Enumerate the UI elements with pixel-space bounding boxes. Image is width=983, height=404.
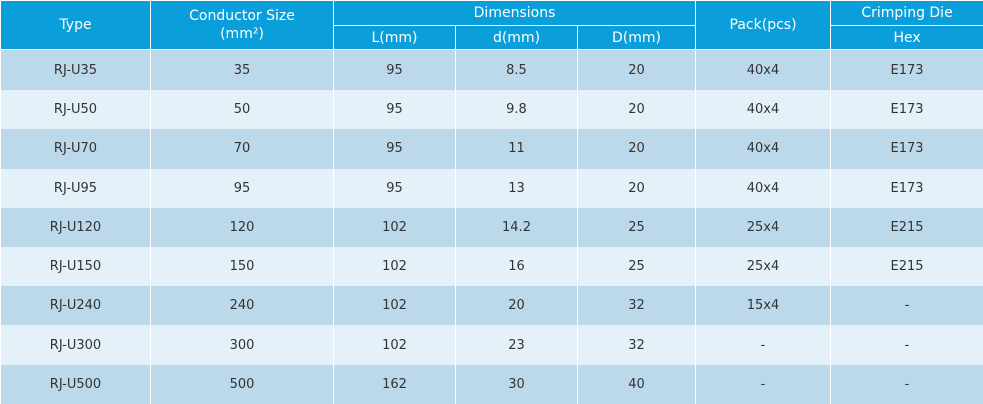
header-cell: Dimensions — [332, 0, 697, 26]
table-cell: 300 — [150, 325, 334, 365]
table-cell: 102 — [333, 286, 456, 326]
table-cell: 23 — [455, 325, 578, 365]
table-cell: 13 — [455, 168, 578, 208]
table-cell: E215 — [830, 246, 983, 287]
table-cell: 95 — [333, 49, 456, 91]
table-cell: 40x4 — [695, 90, 832, 130]
table-cell: 16 — [455, 246, 578, 287]
table-cell: - — [695, 325, 832, 365]
table-cell: 11 — [455, 129, 578, 169]
table-cell: 240 — [150, 286, 334, 326]
table-cell: 40x4 — [695, 49, 832, 91]
header-cell: d(mm) — [455, 25, 578, 50]
table-cell: 25 — [576, 246, 697, 287]
table-row: RJ-U500 500 162 30 40- - — [0, 364, 983, 404]
table-row: RJ-U120 120 102 14.2 25 25x4 E215 — [0, 207, 983, 247]
table-cell: 40 — [576, 364, 697, 404]
table-cell: E173 — [830, 129, 983, 169]
table-cell: 500 — [150, 364, 334, 404]
header-unit: (mm²) — [220, 26, 264, 42]
header-cell: Type — [0, 0, 151, 50]
table-cell: - — [830, 325, 983, 365]
table-cell: E173 — [830, 90, 983, 130]
table-cell: E173 — [830, 168, 983, 208]
table-cell: 102 — [333, 325, 456, 365]
table-cell: 25x4 — [695, 207, 832, 247]
table-cell: 95 — [333, 168, 456, 208]
table-cell: 40x4 — [695, 168, 832, 208]
table-cell: RJ-U50 — [0, 90, 151, 130]
header-cell: Hex — [830, 25, 983, 50]
header-cell: L(mm) — [333, 25, 456, 50]
table-cell: 20 — [576, 49, 697, 91]
table-row: RJ-U50 50 95 9.8 20 40x4 E173 — [0, 90, 983, 130]
table-cell: 95 — [333, 90, 456, 130]
table-body: RJ-U35 35 95 8.5 20 40x4 E173 RJ-U50 50 95 9.8 20 40… — [0, 49, 983, 404]
table-cell: E173 — [830, 49, 983, 91]
table-cell: 9.8 — [455, 90, 578, 130]
table-cell: RJ-U120 — [0, 207, 151, 247]
table-cell: 50 — [150, 90, 334, 130]
table-cell: 8.5 — [455, 49, 578, 91]
table-row: RJ-U300 300 102 23 32- - — [0, 325, 983, 365]
table-cell: 20 — [576, 90, 697, 130]
table-cell: 120 — [150, 207, 334, 247]
table-cell: - — [830, 364, 983, 404]
table-cell: 162 — [333, 364, 456, 404]
table-cell: 95 — [150, 168, 334, 208]
table-cell: RJ-U240 — [0, 286, 151, 326]
table-cell: 25x4 — [695, 246, 832, 287]
table-cell: RJ-U150 — [0, 246, 151, 287]
table-cell: 150 — [150, 246, 334, 287]
header-cell: Pack(pcs) — [695, 0, 832, 50]
table-cell: 25 — [576, 207, 697, 247]
table-cell: RJ-U35 — [0, 49, 151, 91]
header-cell: Conductor Size (mm²) — [150, 0, 334, 50]
table-cell: 15x4 — [695, 286, 832, 326]
table-cell: 14.2 — [455, 207, 578, 247]
table-row: RJ-U240 240 102 20 32 15x4- — [0, 286, 983, 326]
header-cell: Crimping Die — [830, 0, 983, 26]
table-cell: RJ-U70 — [0, 129, 151, 169]
table-cell: 102 — [333, 246, 456, 287]
table-cell: 35 — [150, 49, 334, 91]
header-cell: D(mm) — [576, 25, 697, 50]
table-row: RJ-U150 150 102 16 25 25x4 E215 — [0, 246, 983, 287]
table-cell: 40x4 — [695, 129, 832, 169]
table-cell: 20 — [455, 286, 578, 326]
table-cell: 32 — [576, 286, 697, 326]
table-cell: - — [830, 286, 983, 326]
table-cell: 70 — [150, 129, 334, 169]
table-cell: RJ-U300 — [0, 325, 151, 365]
table-header: Type Conductor Size (mm²) Dimensions Pack… — [0, 0, 983, 50]
table-cell: 32 — [576, 325, 697, 365]
table-cell: RJ-U95 — [0, 168, 151, 208]
table-cell: 95 — [333, 129, 456, 169]
table-cell: 30 — [455, 364, 578, 404]
table-row: RJ-U35 35 95 8.5 20 40x4 E173 — [0, 49, 983, 91]
table-row: RJ-U70 70 95 11 20 40x4 E173 — [0, 129, 983, 169]
table-cell: 20 — [576, 168, 697, 208]
table-row: RJ-U95 95 95 13 20 40x4 E173 — [0, 168, 983, 208]
table-cell: - — [695, 364, 832, 404]
table-cell: 102 — [333, 207, 456, 247]
table-cell: E215 — [830, 207, 983, 247]
header-text: Conductor Size — [189, 8, 295, 24]
table-cell: 20 — [576, 129, 697, 169]
table-cell: RJ-U500 — [0, 364, 151, 404]
